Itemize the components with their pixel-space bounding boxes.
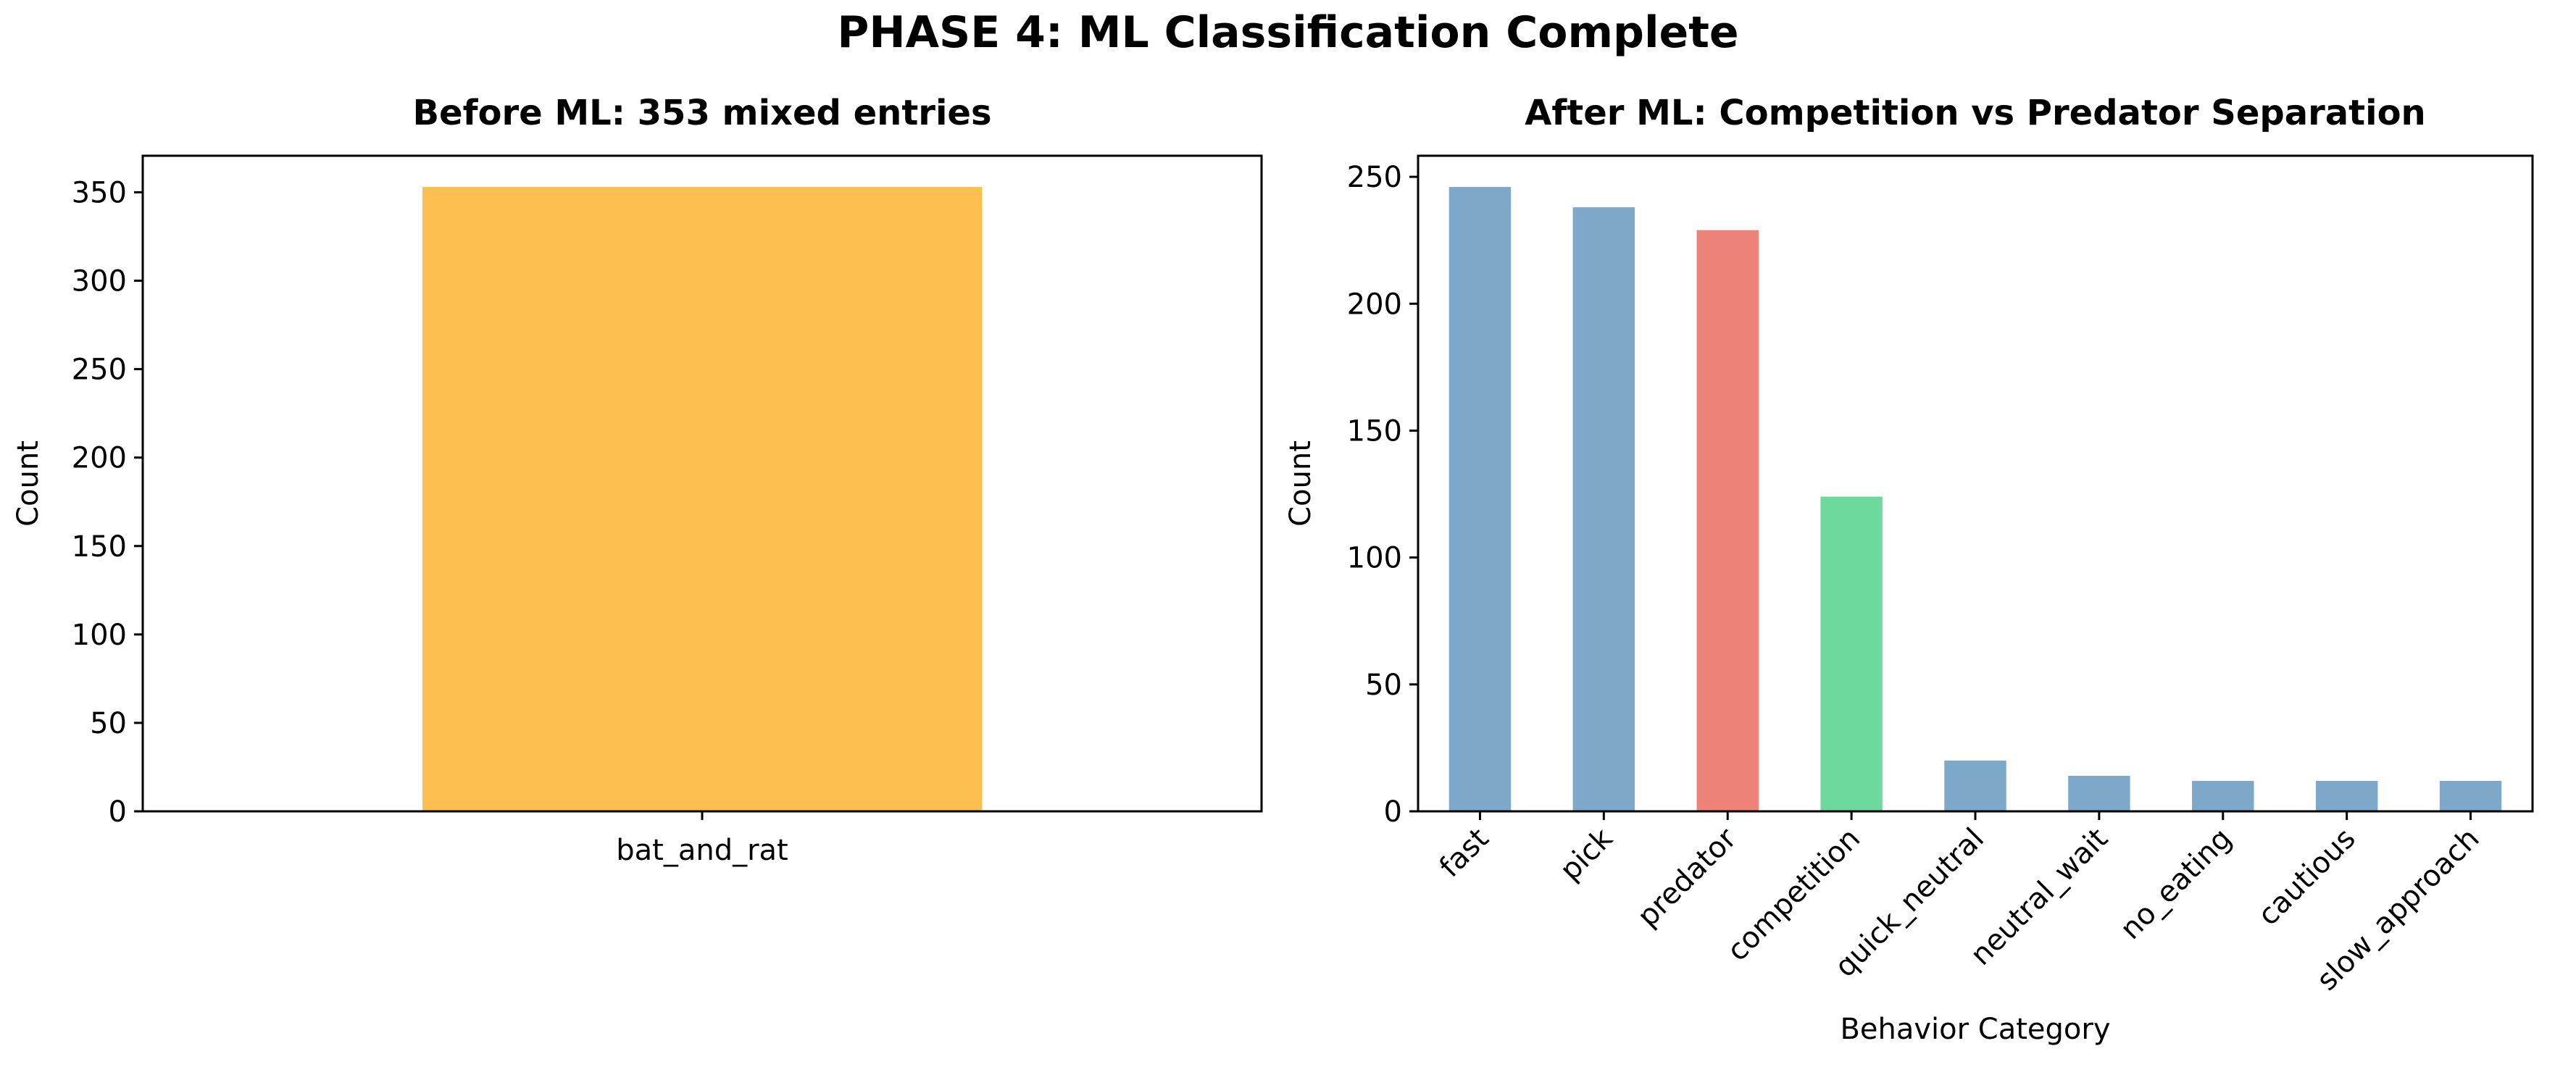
chart-title: Before ML: 353 mixed entries bbox=[412, 93, 991, 133]
bar-neutral-wait bbox=[2068, 775, 2130, 811]
y-tick-label: 150 bbox=[72, 530, 127, 564]
y-tick-label: 300 bbox=[72, 265, 127, 298]
y-tick-label: 50 bbox=[1365, 669, 1402, 702]
y-tick-label: 250 bbox=[72, 354, 127, 387]
y-axis-label: Count bbox=[12, 440, 45, 527]
figure-title: PHASE 4: ML Classification Complete bbox=[837, 7, 1739, 58]
y-tick-label: 100 bbox=[72, 619, 127, 652]
y-tick-label: 0 bbox=[1384, 795, 1402, 829]
y-tick-label: 150 bbox=[1347, 414, 1402, 448]
y-tick-label: 350 bbox=[72, 176, 127, 209]
bar-pick bbox=[1572, 207, 1635, 812]
y-axis-label: Count bbox=[1284, 440, 1317, 527]
bar-no-eating bbox=[2192, 780, 2254, 811]
y-tick-label: 250 bbox=[1347, 161, 1402, 194]
x-axis-label: Behavior Category bbox=[1840, 1013, 2110, 1046]
bar-fast bbox=[1449, 187, 1512, 812]
x-tick-label: bat_and_rat bbox=[616, 834, 788, 867]
chart-title: After ML: Competition vs Predator Separa… bbox=[1525, 93, 2425, 133]
bar-bat-and-rat bbox=[422, 187, 982, 812]
y-tick-label: 0 bbox=[109, 795, 127, 829]
y-tick-label: 50 bbox=[90, 707, 127, 740]
x-tick-label: fast bbox=[1433, 822, 1496, 884]
x-tick-label: no_eating bbox=[2114, 822, 2238, 946]
bar-slow-approach bbox=[2439, 780, 2502, 811]
bar-quick-neutral bbox=[1944, 760, 2006, 811]
x-tick-label: predator bbox=[1631, 821, 1743, 934]
bar-cautious bbox=[2315, 780, 2378, 811]
x-tick-label: cautious bbox=[2251, 822, 2362, 932]
y-tick-label: 200 bbox=[72, 442, 127, 475]
bar-predator bbox=[1696, 230, 1759, 811]
y-tick-label: 200 bbox=[1347, 288, 1402, 321]
y-tick-label: 100 bbox=[1347, 542, 1402, 575]
x-tick-label: pick bbox=[1554, 821, 1620, 887]
bar-competition bbox=[1820, 496, 1883, 811]
